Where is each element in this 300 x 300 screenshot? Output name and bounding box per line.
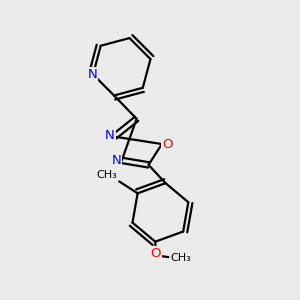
Text: N: N — [88, 68, 97, 81]
Text: CH₃: CH₃ — [171, 253, 191, 263]
Text: N: N — [105, 129, 115, 142]
Text: N: N — [112, 154, 121, 167]
Text: CH₃: CH₃ — [96, 170, 117, 180]
Text: O: O — [151, 247, 161, 260]
Text: O: O — [162, 138, 172, 151]
